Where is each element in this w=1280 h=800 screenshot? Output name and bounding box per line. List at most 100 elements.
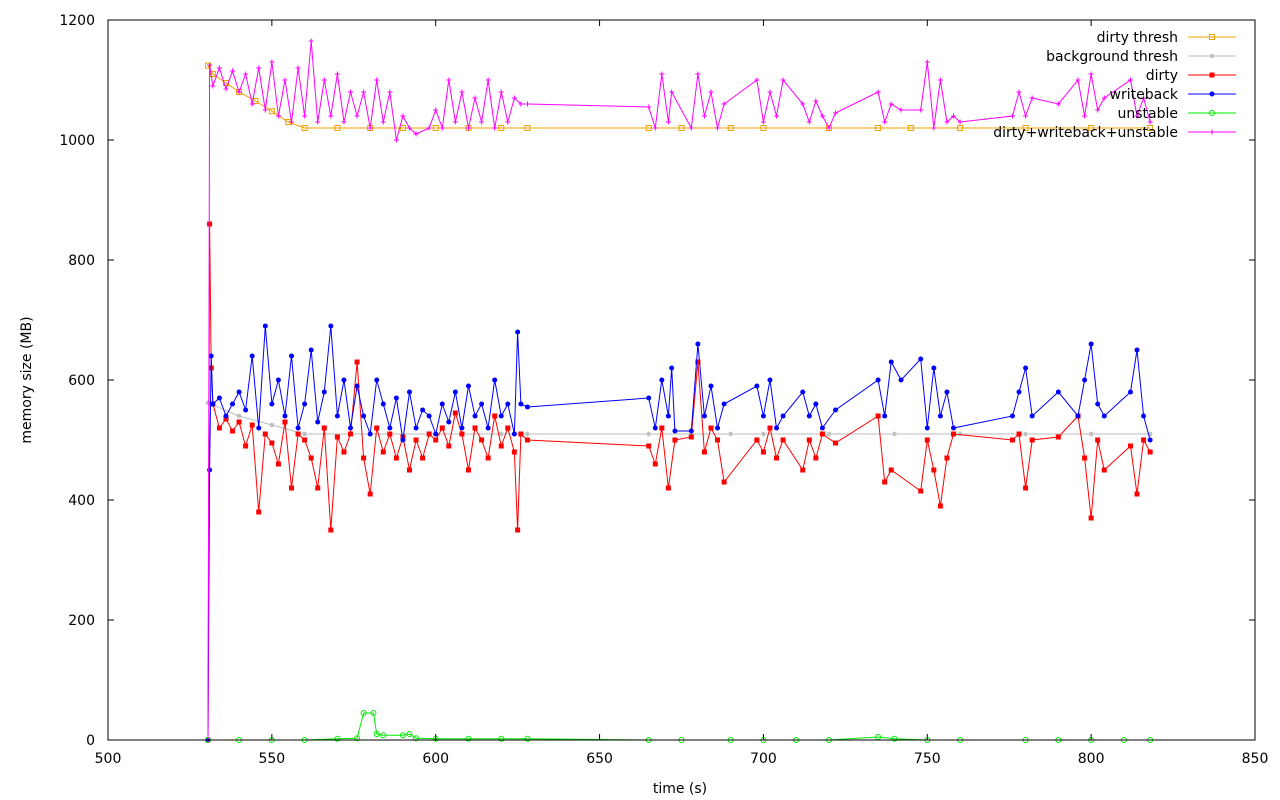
data-point	[931, 365, 937, 371]
data-point	[645, 125, 652, 131]
data-point	[472, 95, 478, 101]
data-point	[1055, 389, 1061, 395]
data-point	[439, 401, 445, 407]
data-point	[236, 389, 242, 395]
data-point	[813, 98, 819, 104]
data-point	[701, 413, 707, 419]
y-tick-label: 800	[68, 253, 95, 269]
data-point	[472, 413, 478, 419]
data-point	[767, 89, 773, 95]
data-point	[701, 449, 707, 455]
data-point	[688, 428, 694, 434]
data-point	[665, 119, 671, 125]
data-point	[1127, 389, 1133, 395]
data-point	[479, 119, 485, 125]
data-point	[721, 401, 727, 407]
data-point	[207, 467, 213, 473]
data-point	[420, 407, 426, 413]
data-point	[774, 425, 780, 431]
data-point	[465, 735, 472, 742]
data-point	[1147, 125, 1154, 131]
data-point	[236, 419, 242, 425]
y-tick-label: 200	[68, 613, 95, 629]
data-point	[659, 71, 665, 77]
data-point	[321, 425, 327, 431]
data-point	[249, 101, 255, 107]
data-point	[931, 125, 937, 131]
data-point	[826, 431, 832, 437]
data-point	[918, 107, 924, 113]
data-point	[1095, 401, 1101, 407]
data-point	[282, 77, 288, 83]
data-point	[1009, 413, 1015, 419]
data-point	[321, 77, 327, 83]
data-point	[774, 113, 780, 119]
data-point	[892, 431, 898, 437]
data-point	[308, 455, 314, 461]
data-point	[289, 353, 295, 359]
data-point	[806, 437, 812, 443]
data-point	[230, 428, 236, 434]
data-point	[931, 467, 937, 473]
data-point	[833, 440, 839, 446]
data-point	[918, 488, 924, 494]
data-point	[888, 467, 894, 473]
data-point	[275, 461, 281, 467]
data-point	[498, 125, 505, 131]
data-point	[767, 377, 773, 383]
data-point	[708, 89, 714, 95]
data-point	[295, 431, 301, 437]
data-point	[361, 89, 367, 95]
data-point	[695, 359, 701, 365]
data-point	[833, 110, 839, 116]
data-point	[367, 491, 373, 497]
data-point	[819, 425, 825, 431]
data-point	[315, 485, 321, 491]
data-point	[498, 413, 504, 419]
data-point	[334, 413, 340, 419]
data-point	[937, 77, 943, 83]
data-point	[1075, 77, 1081, 83]
data-point	[780, 437, 786, 443]
data-point	[708, 383, 714, 389]
data-point	[524, 404, 530, 410]
data-point	[485, 77, 491, 83]
data-point	[433, 431, 439, 437]
data-point	[361, 413, 367, 419]
data-point	[665, 485, 671, 491]
series-5	[205, 38, 1153, 743]
data-point	[646, 443, 652, 449]
data-point	[459, 89, 465, 95]
data-point	[492, 125, 498, 131]
data-point	[1016, 89, 1022, 95]
data-point	[498, 735, 505, 742]
data-point	[308, 347, 314, 353]
data-point	[511, 95, 517, 101]
data-point	[275, 377, 281, 383]
data-point	[882, 479, 888, 485]
legend-marker-4	[1209, 110, 1215, 116]
data-point	[646, 104, 652, 110]
data-point	[652, 425, 658, 431]
data-point	[439, 425, 445, 431]
data-point	[479, 437, 485, 443]
data-point	[669, 89, 675, 95]
data-point	[426, 125, 432, 131]
data-point	[659, 377, 665, 383]
data-point	[413, 425, 419, 431]
data-point	[249, 353, 255, 359]
data-point	[387, 89, 393, 95]
legend-label-2: dirty	[1146, 68, 1178, 84]
data-point	[875, 377, 881, 383]
data-point	[230, 401, 236, 407]
data-point	[1127, 77, 1133, 83]
data-point	[348, 425, 354, 431]
data-point	[207, 62, 213, 68]
data-point	[672, 437, 678, 443]
data-point	[223, 413, 229, 419]
data-point	[891, 735, 898, 742]
data-point	[951, 113, 957, 119]
data-point	[957, 119, 963, 125]
data-point	[957, 431, 963, 437]
data-point	[944, 119, 950, 125]
